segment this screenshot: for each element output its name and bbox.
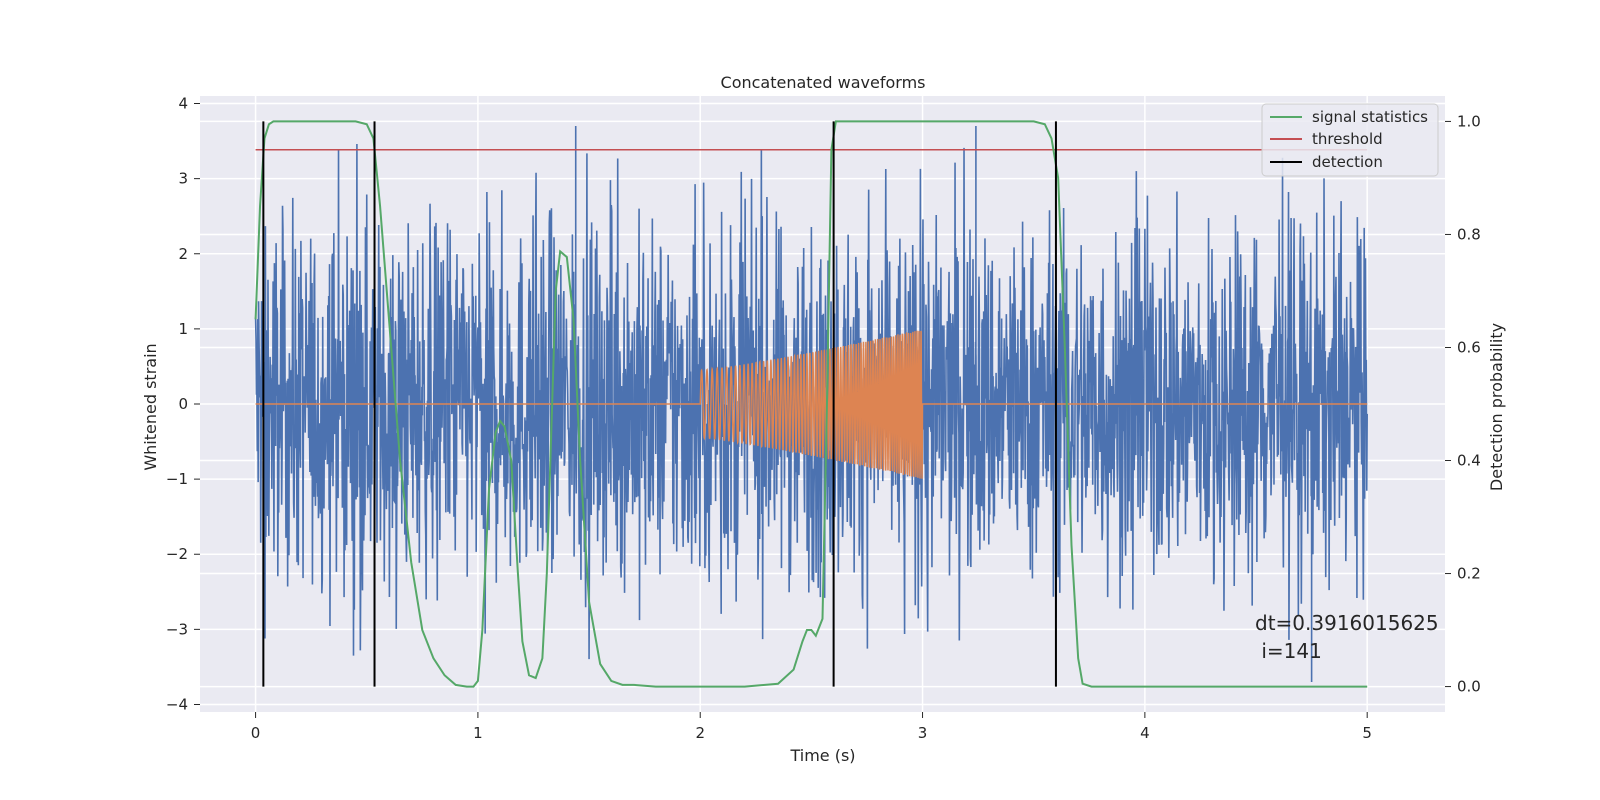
whitened-strain-line <box>254 126 1368 682</box>
legend-box <box>1261 103 1439 177</box>
injection-waveform-line <box>255 330 1368 479</box>
detection-lines <box>262 121 1057 687</box>
annotation-dt: dt=0.3916015625 <box>1255 611 1439 635</box>
y2-tick-label: 0.8 <box>1457 225 1481 243</box>
x-tick-label: 5 <box>1362 724 1372 742</box>
axis-ticks: 0 1 2 3 4 5 −4 −3 −2 −1 0 1 2 3 4 0.0 0.2 0.4 0.6 0.8 1.0 <box>166 95 1481 742</box>
y-tick-label: 4 <box>178 95 188 113</box>
signal-statistics-line <box>254 120 1368 688</box>
y2-tick-label: 1.0 <box>1457 112 1481 130</box>
legend-label-detection: detection <box>1312 153 1383 171</box>
injection-series <box>255 330 1368 479</box>
y-tick-label: 2 <box>178 245 188 263</box>
y2-axis-title: Detection probability <box>1487 323 1506 491</box>
x-tick-label: 1 <box>473 724 483 742</box>
legend: signal statistics threshold detection <box>1261 103 1439 177</box>
legend-label-threshold: threshold <box>1312 130 1383 148</box>
strain-series <box>254 126 1368 682</box>
x-tick-label: 0 <box>251 724 261 742</box>
y2-tick-label: 0.4 <box>1457 452 1481 470</box>
y-tick-label: −3 <box>166 620 188 638</box>
legend-label-signal: signal statistics <box>1312 108 1428 126</box>
x-tick-label: 4 <box>1140 724 1150 742</box>
y2-tick-label: 0.0 <box>1457 678 1481 696</box>
y-tick-label: 3 <box>178 170 188 188</box>
y2-tick-label: 0.6 <box>1457 338 1481 356</box>
y-tick-label: 1 <box>178 320 188 338</box>
y-tick-label: −4 <box>166 695 188 713</box>
chart-title: Concatenated waveforms <box>721 73 926 92</box>
y-axis-title: Whitened strain <box>141 343 160 470</box>
y-tick-label: 0 <box>178 395 188 413</box>
y-tick-label: −1 <box>166 470 188 488</box>
x-tick-label: 2 <box>695 724 705 742</box>
annotation-i: i=141 <box>1255 639 1322 663</box>
x-axis-title: Time (s) <box>789 746 855 765</box>
x-tick-label: 3 <box>918 724 928 742</box>
y-tick-label: −2 <box>166 545 188 563</box>
y2-tick-label: 0.2 <box>1457 565 1481 583</box>
